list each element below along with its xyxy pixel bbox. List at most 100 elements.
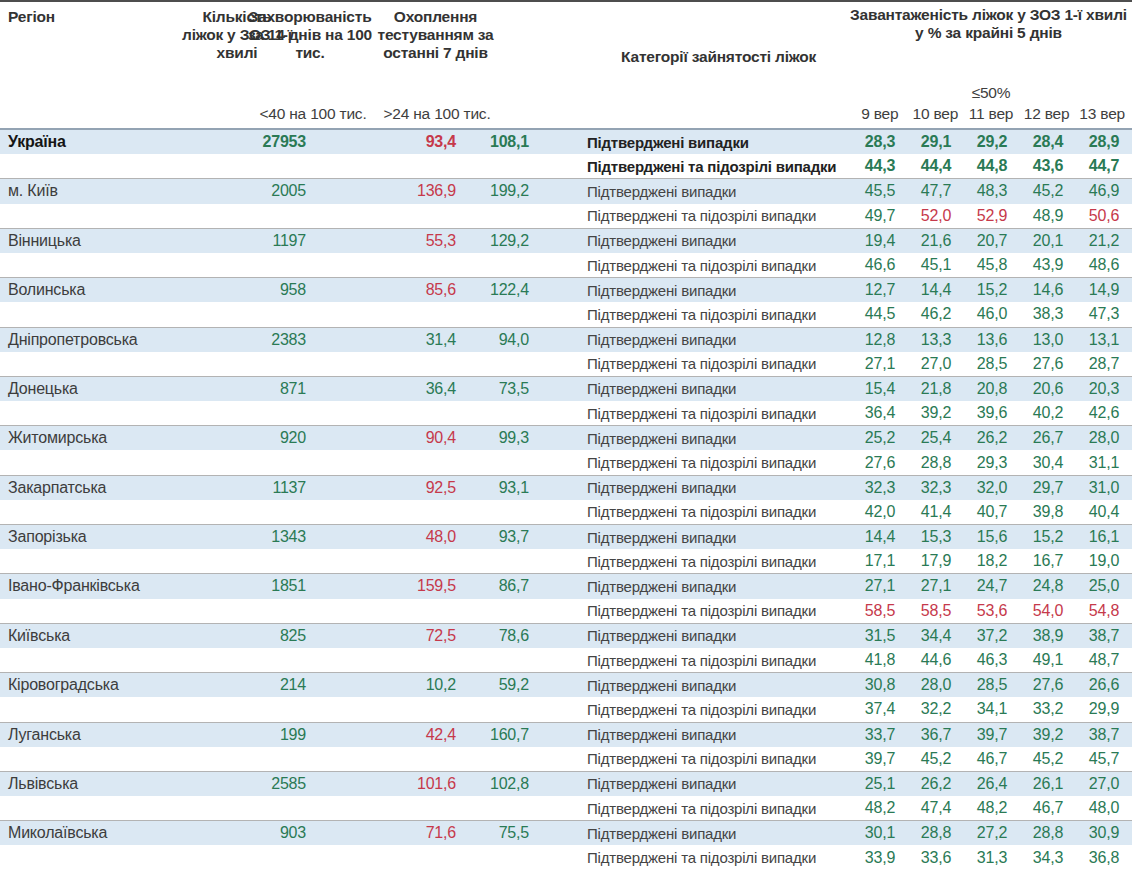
table-row-confirmed: Кіровоградська21410,259,2Підтверджені ви… bbox=[0, 673, 1132, 697]
occupancy-value: 28,7 bbox=[1076, 355, 1132, 373]
occupancy-value: 40,2 bbox=[1020, 404, 1076, 422]
testing-value: 94,0 bbox=[460, 331, 585, 349]
region-row-pair: Запорізька134348,093,7Підтверджені випад… bbox=[0, 524, 1132, 573]
region-name: Запорізька bbox=[0, 528, 180, 546]
category-label-suspected: Підтверджені та підозрілі випадки bbox=[585, 602, 852, 619]
category-label-confirmed: Підтверджені випадки bbox=[585, 677, 852, 694]
incidence-value: 55,3 bbox=[320, 232, 460, 250]
occupancy-value: 25,0 bbox=[1076, 577, 1132, 595]
region-name: Закарпатська bbox=[0, 479, 180, 497]
table-row-confirmed: Київська82572,578,6Підтверджені випадки3… bbox=[0, 624, 1132, 648]
occupancy-value: 25,2 bbox=[852, 429, 908, 447]
category-label-suspected: Підтверджені та підозрілі випадки bbox=[585, 750, 852, 767]
incidence-value: 10,2 bbox=[320, 676, 460, 694]
region-name: Україна bbox=[0, 133, 180, 151]
testing-value: 78,6 bbox=[460, 627, 585, 645]
region-name: Львівська bbox=[0, 775, 180, 793]
category-label-confirmed: Підтверджені випадки bbox=[585, 825, 852, 842]
occupancy-value: 28,8 bbox=[908, 454, 964, 472]
occupancy-value: 54,8 bbox=[1076, 602, 1132, 620]
occupancy-value: 33,6 bbox=[908, 849, 964, 867]
region-name: Житомирська bbox=[0, 429, 180, 447]
beds-value: 2383 bbox=[180, 331, 320, 349]
occupancy-value: 21,8 bbox=[908, 380, 964, 398]
region-name: Дніпропетровська bbox=[0, 331, 180, 349]
category-label-suspected: Підтверджені та підозрілі випадки bbox=[585, 158, 852, 175]
table-row-suspected: Підтверджені та підозрілі випадки33,933,… bbox=[0, 845, 1132, 869]
testing-value: 86,7 bbox=[460, 577, 585, 595]
table-row-suspected: Підтверджені та підозрілі випадки39,745,… bbox=[0, 747, 1132, 771]
occupancy-value: 48,0 bbox=[1076, 799, 1132, 817]
occupancy-value: 36,7 bbox=[908, 726, 964, 744]
occupancy-value: 44,5 bbox=[852, 305, 908, 323]
occupancy-value: 54,0 bbox=[1020, 602, 1076, 620]
occupancy-value: 46,7 bbox=[964, 750, 1020, 768]
occupancy-value: 26,4 bbox=[964, 775, 1020, 793]
occupancy-value: 34,4 bbox=[908, 627, 964, 645]
beds-value: 214 bbox=[180, 676, 320, 694]
occupancy-value: 30,4 bbox=[1020, 454, 1076, 472]
occupancy-value: 29,7 bbox=[1020, 479, 1076, 497]
occupancy-value: 45,1 bbox=[908, 256, 964, 274]
table-row-suspected: Підтверджені та підозрілі випадки17,117,… bbox=[0, 549, 1132, 573]
region-row-pair: Волинська95885,6122,4Підтверджені випадк… bbox=[0, 277, 1132, 326]
occupancy-value: 25,4 bbox=[908, 429, 964, 447]
occupancy-value: 21,2 bbox=[1076, 232, 1132, 250]
region-row-pair: Львівська2585101,6102,8Підтверджені випа… bbox=[0, 771, 1132, 820]
category-label-confirmed: Підтверджені випадки bbox=[585, 331, 852, 348]
occupancy-value: 14,6 bbox=[1020, 281, 1076, 299]
occupancy-value: 44,3 bbox=[852, 157, 908, 175]
region-row-pair: Дніпропетровська238331,494,0Підтверджені… bbox=[0, 327, 1132, 376]
occupancy-value: 15,2 bbox=[1020, 528, 1076, 546]
occupancy-value: 46,6 bbox=[852, 256, 908, 274]
occupancy-value: 14,4 bbox=[908, 281, 964, 299]
occupancy-threshold: ≤50% bbox=[852, 84, 1130, 102]
category-label-suspected: Підтверджені та підозрілі випадки bbox=[585, 800, 852, 817]
testing-value: 73,5 bbox=[460, 380, 585, 398]
category-label-suspected: Підтверджені та підозрілі випадки bbox=[585, 306, 852, 323]
occupancy-value: 27,6 bbox=[852, 454, 908, 472]
occupancy-value: 42,0 bbox=[852, 503, 908, 521]
occupancy-value: 42,6 bbox=[1076, 404, 1132, 422]
category-label-confirmed: Підтверджені випадки bbox=[585, 232, 852, 249]
beds-value: 1851 bbox=[180, 577, 320, 595]
date-label: 10 вер bbox=[908, 105, 964, 123]
occupancy-value: 28,5 bbox=[964, 355, 1020, 373]
occupancy-value: 44,7 bbox=[1076, 157, 1132, 175]
occupancy-value: 19,0 bbox=[1076, 552, 1132, 570]
occupancy-value: 30,9 bbox=[1076, 824, 1132, 842]
date-label: 13 вер bbox=[1074, 105, 1130, 123]
incidence-value: 36,4 bbox=[320, 380, 460, 398]
testing-value: 93,1 bbox=[460, 479, 585, 497]
date-label: 9 вер bbox=[852, 105, 908, 123]
occupancy-value: 27,0 bbox=[908, 355, 964, 373]
occupancy-value: 27,0 bbox=[1076, 775, 1132, 793]
table-row-confirmed: Львівська2585101,6102,8Підтверджені випа… bbox=[0, 772, 1132, 796]
occupancy-value: 41,4 bbox=[908, 503, 964, 521]
occupancy-value: 20,6 bbox=[1020, 380, 1076, 398]
occupancy-value: 26,7 bbox=[1020, 429, 1076, 447]
table-row-confirmed: м. Київ2005136,9199,2Підтверджені випадк… bbox=[0, 179, 1132, 203]
category-label-suspected: Підтверджені та підозрілі випадки bbox=[585, 652, 852, 669]
beds-value: 903 bbox=[180, 824, 320, 842]
occupancy-value: 20,8 bbox=[964, 380, 1020, 398]
occupancy-value: 44,6 bbox=[908, 651, 964, 669]
testing-value: 199,2 bbox=[460, 182, 585, 200]
occupancy-value: 29,9 bbox=[1076, 700, 1132, 718]
incidence-value: 92,5 bbox=[320, 479, 460, 497]
table-row-confirmed: Запорізька134348,093,7Підтверджені випад… bbox=[0, 525, 1132, 549]
occupancy-value: 24,8 bbox=[1020, 577, 1076, 595]
occupancy-value: 49,1 bbox=[1020, 651, 1076, 669]
occupancy-value: 28,3 bbox=[852, 133, 908, 151]
occupancy-value: 38,9 bbox=[1020, 627, 1076, 645]
table-row-suspected: Підтверджені та підозрілі випадки44,3 44,… bbox=[0, 154, 1132, 178]
occupancy-value: 45,2 bbox=[1020, 750, 1076, 768]
beds-value: 2005 bbox=[180, 182, 320, 200]
table-row-confirmed: Донецька87136,473,5Підтверджені випадки1… bbox=[0, 377, 1132, 401]
testing-value: 160,7 bbox=[460, 726, 585, 744]
occupancy-value: 13,3 bbox=[908, 331, 964, 349]
occupancy-value: 16,7 bbox=[1020, 552, 1076, 570]
beds-value: 958 bbox=[180, 281, 320, 299]
table-row-confirmed: Житомирська92090,499,3Підтверджені випад… bbox=[0, 426, 1132, 450]
occupancy-value: 15,3 bbox=[908, 528, 964, 546]
